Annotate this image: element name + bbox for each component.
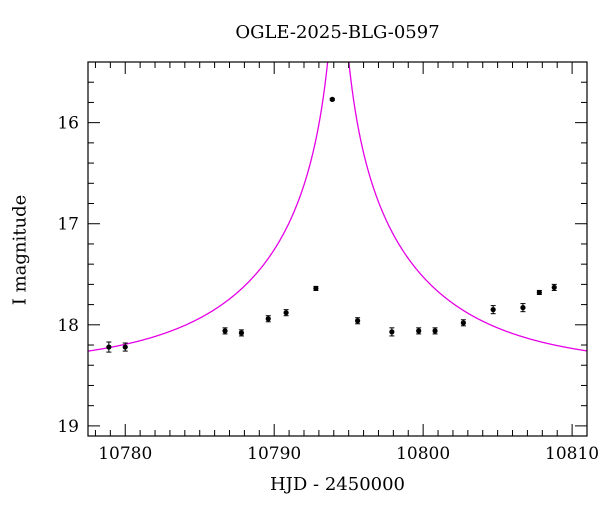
data-point	[222, 328, 228, 334]
data-point	[106, 344, 112, 350]
x-tick-label: 10780	[98, 444, 152, 464]
y-tick-label: 17	[57, 215, 79, 235]
data-point	[313, 285, 319, 292]
model-curve	[88, 62, 587, 352]
data-point	[238, 330, 245, 336]
y-tick-label: 19	[57, 417, 79, 437]
y-tick-label: 18	[57, 316, 79, 336]
data-point	[416, 328, 422, 334]
data-point	[283, 310, 289, 316]
data-point	[432, 328, 438, 334]
y-tick-label: 16	[57, 114, 79, 134]
x-tick-label: 10810	[545, 444, 599, 464]
data-point	[536, 289, 542, 296]
data-point	[355, 318, 361, 324]
x-axis-label: HJD - 2450000	[269, 474, 406, 495]
plot-frame	[87, 61, 588, 437]
data-point	[329, 96, 335, 102]
data-point	[265, 316, 271, 322]
x-tick-label: 10800	[396, 444, 450, 464]
x-tick-label: 10790	[247, 444, 301, 464]
data-point	[389, 329, 395, 335]
data-point	[460, 320, 466, 326]
chart-title: OGLE-2025-BLG-0597	[235, 22, 440, 43]
data-point	[520, 305, 526, 311]
y-axis-label: I magnitude	[9, 194, 31, 306]
data-point	[122, 344, 128, 350]
data-point	[551, 284, 557, 291]
data-point	[490, 307, 496, 313]
